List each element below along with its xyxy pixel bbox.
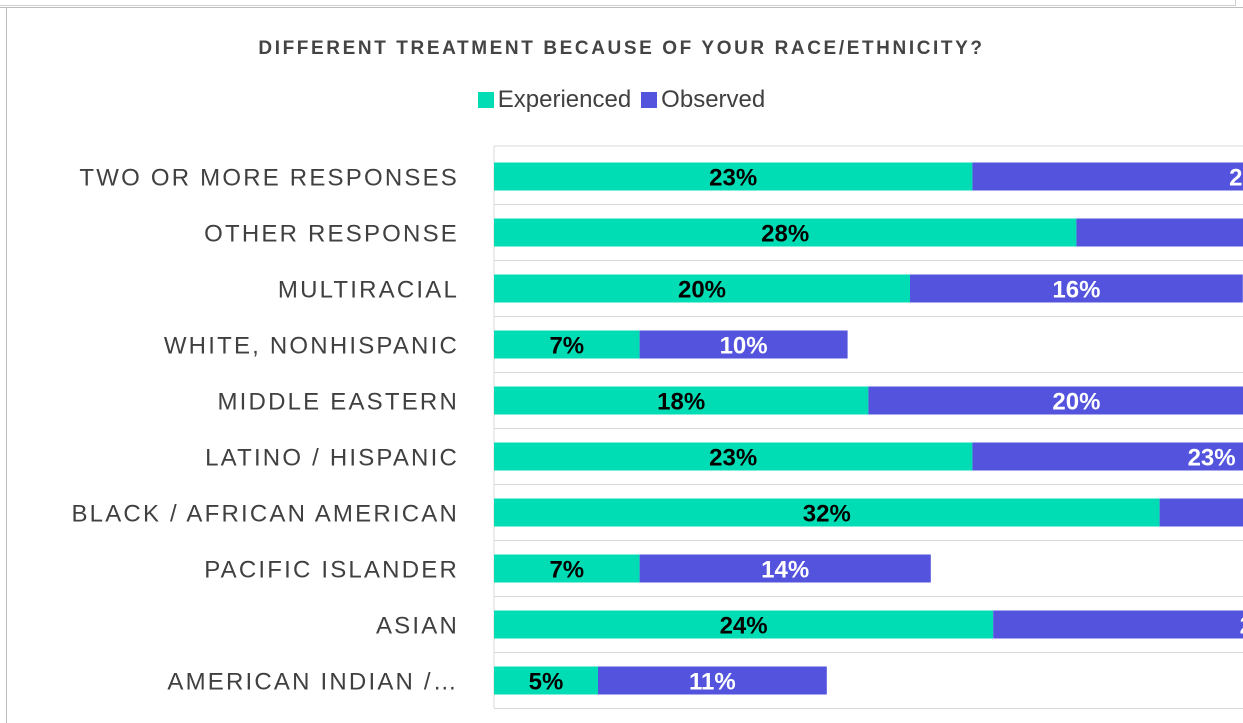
category-label: OTHER RESPONSE bbox=[204, 221, 459, 248]
data-label-observed: 27% bbox=[1229, 165, 1243, 192]
bar-experienced bbox=[494, 666, 598, 695]
category-label: MIDDLE EASTERN bbox=[217, 389, 459, 416]
category-label: BLACK / AFRICAN AMERICAN bbox=[71, 501, 459, 528]
data-label-observed: 23% bbox=[1188, 445, 1236, 472]
bar-experienced bbox=[494, 498, 1160, 527]
data-label-experienced: 7% bbox=[549, 557, 584, 584]
bar-experienced bbox=[494, 330, 640, 359]
category-label: MULTIRACIAL bbox=[278, 277, 459, 304]
bar-observed bbox=[1076, 218, 1243, 247]
data-label-observed: 11% bbox=[689, 669, 736, 696]
data-label-experienced: 23% bbox=[709, 165, 757, 192]
bar-experienced bbox=[494, 442, 973, 471]
data-label-experienced: 23% bbox=[709, 445, 757, 472]
legend-label-observed: Observed bbox=[661, 86, 766, 113]
bar-observed bbox=[910, 274, 1243, 303]
bar-experienced bbox=[494, 218, 1077, 247]
bar-experienced bbox=[494, 162, 973, 191]
data-label-experienced: 7% bbox=[549, 333, 584, 360]
bar-experienced bbox=[494, 554, 640, 583]
data-label-experienced: 5% bbox=[529, 669, 564, 696]
frame-left-border bbox=[6, 8, 7, 723]
bar-experienced bbox=[494, 274, 910, 303]
legend-label-experienced: Experienced bbox=[497, 86, 632, 113]
bar-experienced bbox=[494, 610, 994, 639]
data-label-experienced: 28% bbox=[761, 221, 809, 248]
bar-observed bbox=[868, 386, 1243, 415]
category-label: PACIFIC ISLANDER bbox=[204, 557, 459, 584]
category-label: LATINO / HISPANIC bbox=[205, 445, 459, 472]
category-label: AMERICAN INDIAN /… bbox=[167, 669, 459, 696]
data-label-observed: 26% bbox=[1240, 613, 1243, 640]
frame-top-border bbox=[0, 0, 1243, 8]
data-label-observed: 20% bbox=[1052, 389, 1100, 416]
category-label: WHITE, NONHISPANIC bbox=[164, 333, 459, 360]
bar-experienced bbox=[494, 386, 869, 415]
chart-title: DIFFERENT TREATMENT BECAUSE OF YOUR RACE… bbox=[258, 38, 985, 59]
bar-observed bbox=[598, 666, 827, 695]
bar-observed bbox=[972, 442, 1243, 471]
data-label-experienced: 32% bbox=[803, 501, 851, 528]
data-label-experienced: 20% bbox=[678, 277, 726, 304]
category-label: ASIAN bbox=[376, 613, 459, 640]
bar-observed bbox=[639, 554, 931, 583]
legend-item-experienced: Experienced bbox=[477, 86, 632, 114]
data-label-observed: 14% bbox=[761, 557, 809, 584]
bar-observed bbox=[993, 610, 1243, 639]
legend-swatch-observed bbox=[641, 92, 658, 108]
bar-observed bbox=[972, 162, 1243, 191]
data-label-experienced: 24% bbox=[720, 613, 768, 640]
legend-item-observed: Observed bbox=[641, 86, 765, 114]
legend-swatch-experienced bbox=[477, 92, 494, 108]
data-label-experienced: 18% bbox=[657, 389, 705, 416]
data-label-observed: 16% bbox=[1052, 277, 1100, 304]
data-label-observed: 10% bbox=[720, 333, 768, 360]
bar-observed bbox=[639, 330, 848, 359]
chart-legend: Experienced Observed bbox=[0, 86, 1243, 114]
category-label: TWO OR MORE RESPONSES bbox=[79, 165, 459, 192]
bar-observed bbox=[1159, 498, 1243, 527]
